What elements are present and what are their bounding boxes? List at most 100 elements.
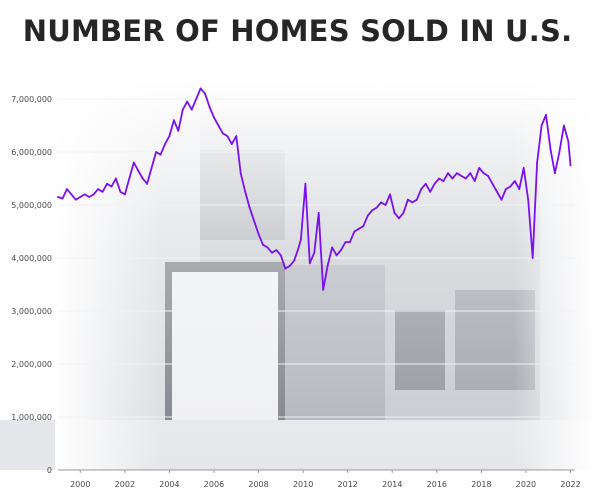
data-point — [456, 172, 458, 175]
data-point — [393, 212, 396, 214]
data-point — [141, 177, 144, 180]
data-point — [569, 164, 572, 167]
data-point — [442, 180, 445, 183]
data-point — [199, 87, 202, 90]
data-point — [83, 193, 86, 196]
data-point — [402, 212, 405, 214]
data-point — [284, 267, 287, 270]
data-point — [420, 188, 423, 191]
data-point — [531, 257, 534, 259]
data-point — [308, 262, 311, 265]
y-tick-label: 1,000,000 — [11, 413, 52, 422]
data-point — [279, 254, 282, 257]
data-point — [293, 259, 296, 262]
data-point — [540, 124, 543, 127]
data-point — [271, 251, 273, 254]
data-point — [362, 225, 365, 228]
data-point — [491, 182, 494, 185]
data-point — [266, 246, 269, 249]
x-tick-label: 2010 — [293, 480, 313, 489]
series-group — [57, 87, 572, 291]
data-point — [549, 148, 552, 151]
data-point — [558, 151, 561, 153]
data-point — [168, 135, 171, 138]
data-point — [487, 175, 489, 177]
data-point — [371, 209, 374, 212]
data-point — [253, 220, 256, 222]
data-point — [159, 153, 162, 156]
data-point — [92, 193, 95, 196]
data-point — [300, 238, 302, 241]
data-point — [451, 177, 454, 180]
data-point — [433, 182, 436, 185]
y-tick-label: 7,000,000 — [11, 95, 52, 104]
data-point — [106, 182, 108, 185]
data-point — [563, 124, 565, 127]
data-point — [235, 135, 238, 138]
data-point — [505, 188, 507, 191]
data-point — [97, 188, 99, 191]
y-tick-label: 4,000,000 — [11, 254, 52, 263]
data-point — [366, 214, 369, 217]
data-point — [522, 167, 525, 169]
data-point — [384, 204, 387, 206]
data-point — [545, 114, 547, 116]
data-point — [190, 108, 193, 111]
x-tick-label: 2002 — [115, 480, 135, 489]
data-point — [146, 182, 149, 185]
x-tick-label: 2018 — [471, 480, 491, 489]
data-point — [173, 119, 175, 122]
data-point — [411, 201, 414, 204]
data-point — [61, 197, 64, 200]
y-tick-label: 2,000,000 — [11, 360, 52, 369]
data-point — [331, 246, 333, 249]
data-point — [101, 190, 104, 193]
data-point — [496, 190, 498, 193]
data-point — [177, 129, 180, 132]
data-point — [424, 182, 427, 185]
data-point — [213, 116, 215, 119]
data-point — [326, 265, 329, 267]
data-point — [297, 246, 300, 249]
data-point — [375, 206, 378, 209]
data-point — [304, 182, 307, 185]
x-tick-label: 2006 — [204, 480, 224, 489]
data-point — [513, 180, 516, 183]
x-tick-label: 2012 — [338, 480, 358, 489]
x-tick-label: 2008 — [248, 480, 268, 489]
x-tick-label: 2014 — [382, 480, 402, 489]
data-point — [509, 185, 512, 188]
data-point — [407, 198, 409, 201]
data-point — [217, 124, 220, 127]
data-point — [222, 132, 224, 135]
data-point — [429, 190, 432, 193]
data-point — [482, 172, 485, 175]
data-point — [349, 241, 351, 244]
data-point — [500, 198, 503, 201]
data-point — [186, 100, 189, 103]
data-point — [239, 172, 242, 175]
x-tick-label: 2016 — [427, 480, 447, 489]
data-point — [415, 198, 418, 201]
y-tick-label: 5,000,000 — [11, 201, 52, 210]
y-axis: 0 1,000,000 2,000,000 3,000,000 4,000,000 5,0… — [11, 95, 52, 475]
data-point — [208, 106, 211, 108]
data-point — [66, 188, 68, 191]
data-point — [79, 196, 82, 198]
data-point — [226, 135, 229, 138]
data-point — [155, 151, 158, 153]
data-point — [554, 172, 556, 175]
data-point — [137, 169, 140, 172]
y-tick-label: 6,000,000 — [11, 148, 52, 157]
data-point — [257, 233, 260, 236]
x-axis: 2000 2002 2004 2006 2008 2010 2012 2014 2016 2018… — [58, 469, 581, 489]
data-point — [248, 206, 251, 209]
data-point — [478, 167, 481, 169]
data-point — [438, 177, 440, 180]
y-tick-label: 3,000,000 — [11, 307, 52, 316]
data-point — [398, 217, 400, 220]
x-tick-label: 2000 — [70, 480, 90, 489]
data-point — [536, 161, 538, 164]
x-tick-label: 2020 — [516, 480, 536, 489]
